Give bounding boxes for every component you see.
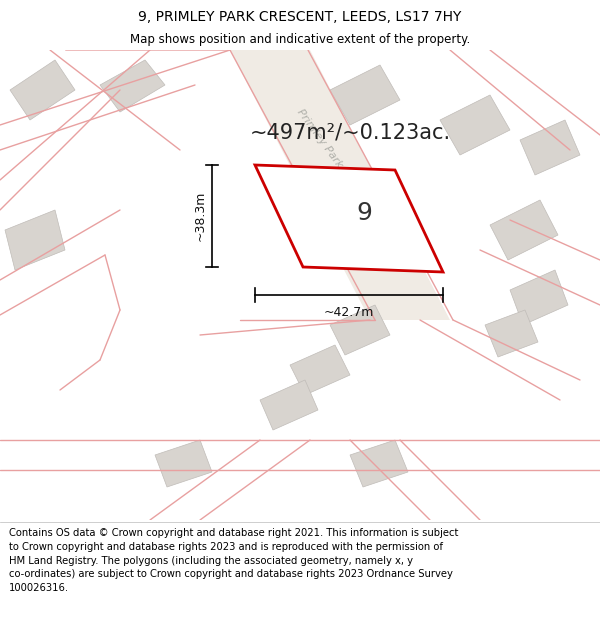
Polygon shape [510,270,568,325]
Text: ~497m²/~0.123ac.: ~497m²/~0.123ac. [250,122,451,142]
Polygon shape [230,50,450,320]
Polygon shape [330,65,400,125]
Text: ~42.7m: ~42.7m [324,306,374,319]
Polygon shape [155,440,212,487]
Polygon shape [440,95,510,155]
Polygon shape [255,165,443,272]
Polygon shape [490,200,558,260]
Text: 9, PRIMLEY PARK CRESCENT, LEEDS, LS17 7HY: 9, PRIMLEY PARK CRESCENT, LEEDS, LS17 7H… [139,10,461,24]
Text: Map shows position and indicative extent of the property.: Map shows position and indicative extent… [130,32,470,46]
Polygon shape [290,345,350,395]
Text: Contains OS data © Crown copyright and database right 2021. This information is : Contains OS data © Crown copyright and d… [9,528,458,592]
Text: Primley Park Crescent: Primley Park Crescent [295,107,375,212]
Polygon shape [260,380,318,430]
Polygon shape [10,60,75,120]
Polygon shape [520,120,580,175]
Polygon shape [485,310,538,357]
Text: ~38.3m: ~38.3m [193,191,206,241]
Polygon shape [350,440,408,487]
Polygon shape [330,305,390,355]
Polygon shape [100,60,165,112]
Polygon shape [5,210,65,270]
Text: 9: 9 [356,201,372,226]
